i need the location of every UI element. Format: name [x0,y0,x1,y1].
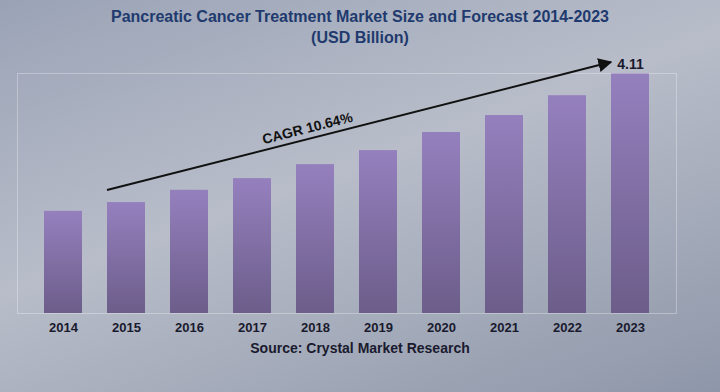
svg-text:2023: 2023 [616,320,645,335]
html-text:Source: Crystal Market Researc: Source: Crystal Market Research [250,340,470,356]
svg-text:4.11: 4.11 [617,56,644,72]
svg-text:2020: 2020 [427,320,456,335]
svg-text:2015: 2015 [112,320,141,335]
svg-text:2022: 2022 [553,320,582,335]
html-text:(USD Billion): (USD Billion) [311,29,409,46]
svg-text:2018: 2018 [301,320,330,335]
svg-text:2014: 2014 [49,320,79,335]
svg-text:2019: 2019 [364,320,393,335]
html-text:Pancreatic Cancer Treatment Ma: Pancreatic Cancer Treatment Market Size … [111,8,609,25]
svg-text:2016: 2016 [175,320,204,335]
svg-text:CAGR 10.64%: CAGR 10.64% [261,109,355,147]
svg-text:2021: 2021 [490,320,519,335]
svg-text:2017: 2017 [238,320,267,335]
